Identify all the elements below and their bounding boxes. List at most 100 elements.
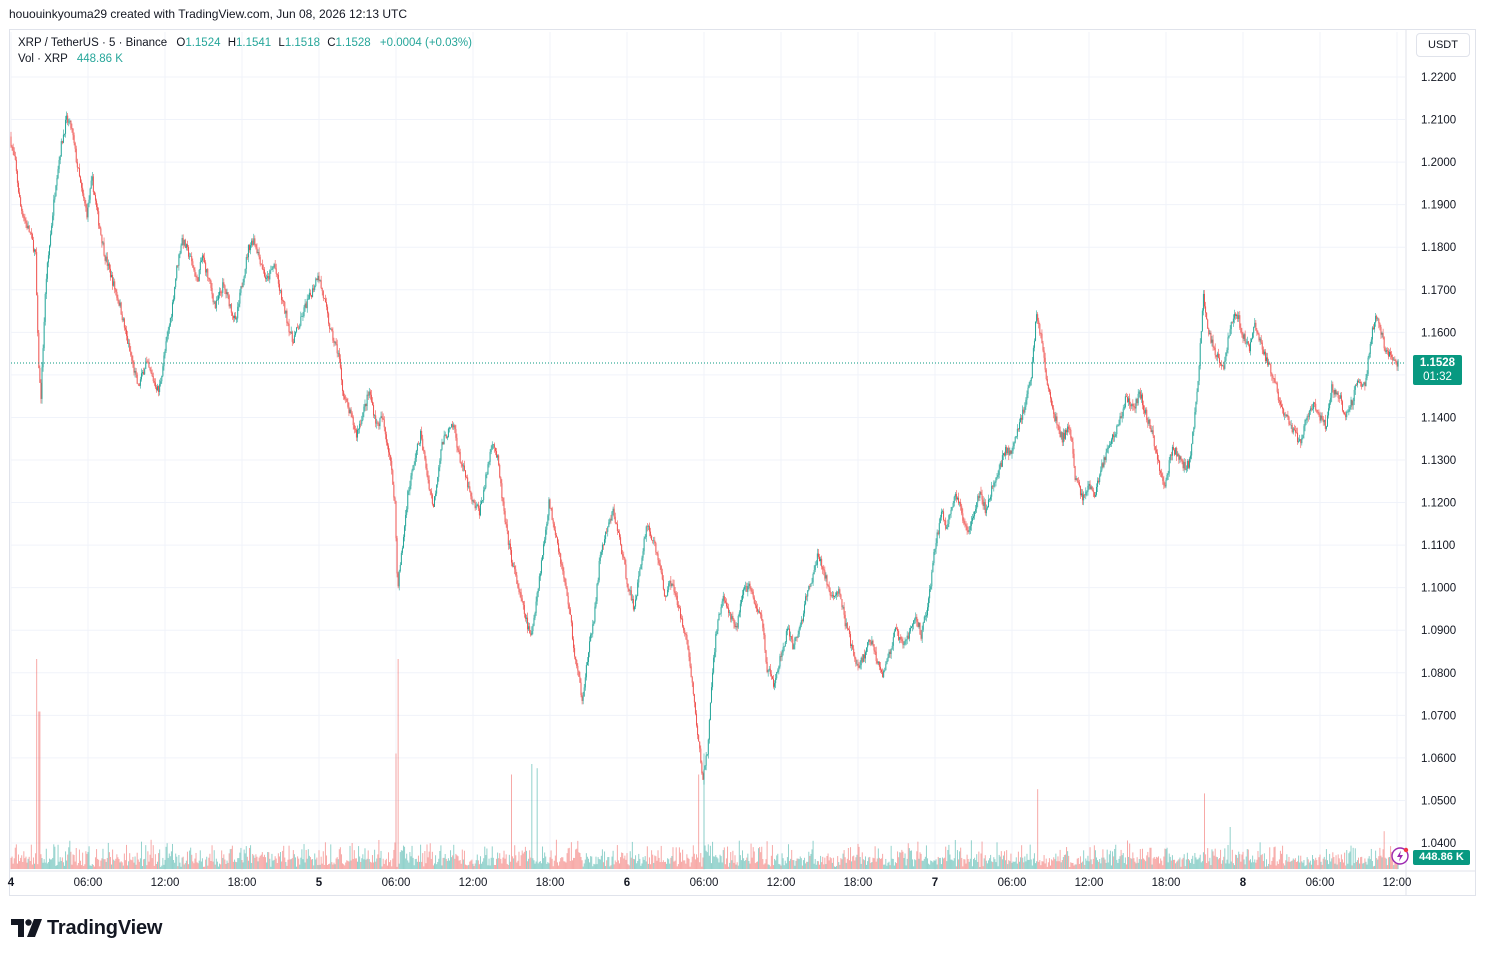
volume-bar — [997, 866, 999, 869]
candle-body — [171, 302, 173, 317]
candle-body — [713, 657, 715, 673]
candle-body — [919, 622, 921, 635]
candle-body — [317, 275, 319, 281]
candle-body — [1149, 419, 1151, 429]
candle-body — [143, 372, 145, 375]
lightning-icon[interactable] — [1391, 847, 1409, 865]
candle-body — [304, 303, 306, 308]
candle-body — [570, 614, 572, 623]
volume-bar — [182, 856, 184, 869]
volume-bar — [385, 858, 387, 869]
candle-body — [117, 297, 119, 301]
candle-body — [589, 641, 591, 653]
price-tick-label: 1.1400 — [1421, 412, 1456, 424]
currency-button[interactable]: USDT — [1416, 33, 1470, 57]
candle-body — [1222, 365, 1224, 367]
volume-bar — [302, 859, 304, 869]
candle-body — [1285, 414, 1287, 417]
candle-body — [340, 367, 342, 381]
volume-bar — [1380, 855, 1382, 869]
volume-bar — [441, 865, 443, 869]
volume-bar — [620, 857, 622, 869]
time-tick-label: 06:00 — [382, 877, 411, 889]
volume-bar — [1012, 861, 1014, 869]
volume-bar — [529, 850, 531, 869]
candle-body — [45, 278, 47, 294]
volume-bar — [532, 858, 534, 869]
volume-bar — [919, 852, 921, 869]
candle-body — [700, 748, 702, 763]
candle-body — [1141, 394, 1143, 406]
volume-label[interactable]: Vol · XRP — [18, 53, 68, 65]
candle-body — [1217, 353, 1219, 358]
volume-bar — [106, 857, 108, 869]
candle-body — [1208, 328, 1210, 335]
candle-body — [1194, 412, 1196, 428]
volume-bar — [699, 862, 701, 869]
volume-bar — [55, 865, 57, 869]
candle-body — [1258, 334, 1260, 341]
candle-body — [1238, 315, 1240, 319]
candle-body — [1155, 449, 1157, 453]
volume-bar — [1130, 858, 1132, 869]
volume-bar — [1044, 863, 1046, 869]
candle-body — [270, 269, 272, 271]
volume-bar — [245, 846, 247, 869]
last-volume-tag: 448.86 K — [1413, 850, 1470, 865]
volume-bar — [968, 861, 970, 869]
candle-body — [733, 619, 735, 624]
candle-body — [832, 594, 834, 597]
candle-body — [979, 491, 981, 498]
volume-bar — [362, 854, 364, 869]
candle-body — [30, 232, 32, 235]
candle-body — [1315, 403, 1317, 410]
candle-body — [184, 239, 186, 248]
candle-body — [552, 519, 554, 524]
candle-body — [523, 605, 525, 615]
candle-body — [974, 511, 976, 517]
candle-body — [586, 661, 588, 666]
candle-body — [1297, 432, 1299, 442]
candle-body — [77, 167, 79, 169]
candle-body — [706, 754, 708, 756]
candle-body — [611, 511, 613, 521]
candle-body — [162, 366, 164, 376]
volume-bar — [90, 865, 92, 869]
volume-bar — [1261, 854, 1263, 869]
candle-body — [165, 341, 167, 351]
volume-bar — [444, 854, 446, 869]
volume-bar — [1365, 861, 1367, 869]
volume-bar — [735, 864, 737, 869]
candle-body — [465, 470, 467, 478]
volume-bar — [644, 856, 646, 869]
candle-body — [44, 293, 46, 322]
candle-body — [282, 300, 284, 301]
volume-bar — [174, 862, 176, 869]
volume-bar — [1085, 858, 1087, 869]
volume-bar — [116, 854, 118, 869]
tradingview-logo[interactable]: TradingView — [11, 916, 162, 940]
volume-bar — [198, 860, 200, 869]
volume-bar — [1069, 866, 1071, 869]
candle-body — [914, 619, 916, 621]
candle-body — [820, 558, 822, 562]
candle-body — [507, 531, 509, 545]
candle-body — [971, 518, 973, 522]
volume-bar — [335, 858, 337, 869]
volume-bar — [629, 851, 631, 869]
symbol-label[interactable]: XRP / TetherUS · 5 · Binance — [18, 37, 168, 49]
candle-body — [353, 425, 355, 430]
volume-bar — [93, 866, 95, 869]
volume-bar — [528, 858, 530, 869]
candle-body — [1153, 435, 1155, 447]
volume-bar — [751, 857, 753, 869]
candle-body — [476, 504, 478, 506]
volume-bar — [964, 859, 966, 869]
candle-body — [292, 341, 294, 343]
candle-body — [951, 506, 953, 510]
volume-bar — [1361, 856, 1363, 869]
volume-bar — [314, 853, 316, 869]
candle-body — [891, 645, 893, 649]
volume-bar — [1251, 862, 1253, 869]
